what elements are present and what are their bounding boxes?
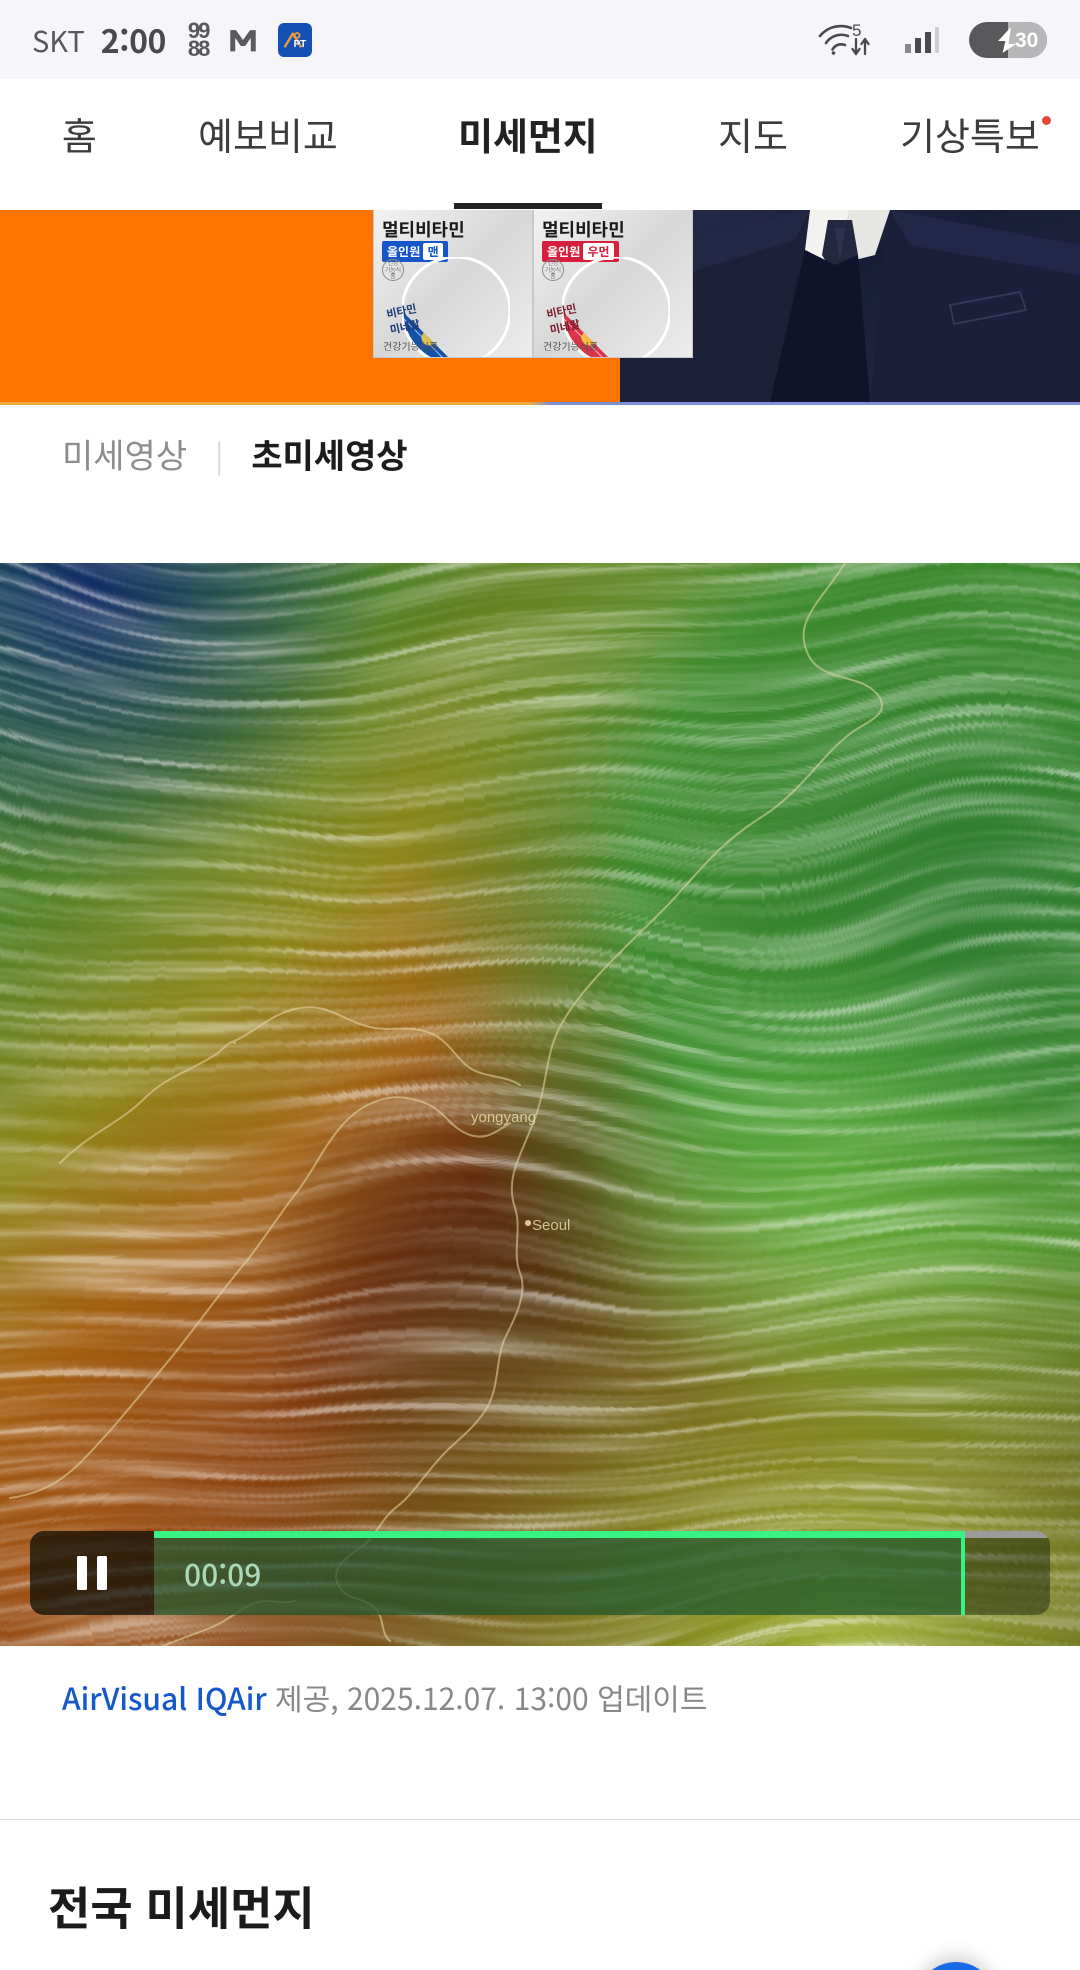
svg-text:PT: PT (294, 39, 307, 50)
svg-text:5: 5 (852, 22, 861, 40)
svg-text:30: 30 (1015, 29, 1038, 52)
svg-text:yongyang: yongyang (471, 1109, 536, 1126)
svg-text:Seoul: Seoul (532, 1217, 570, 1234)
